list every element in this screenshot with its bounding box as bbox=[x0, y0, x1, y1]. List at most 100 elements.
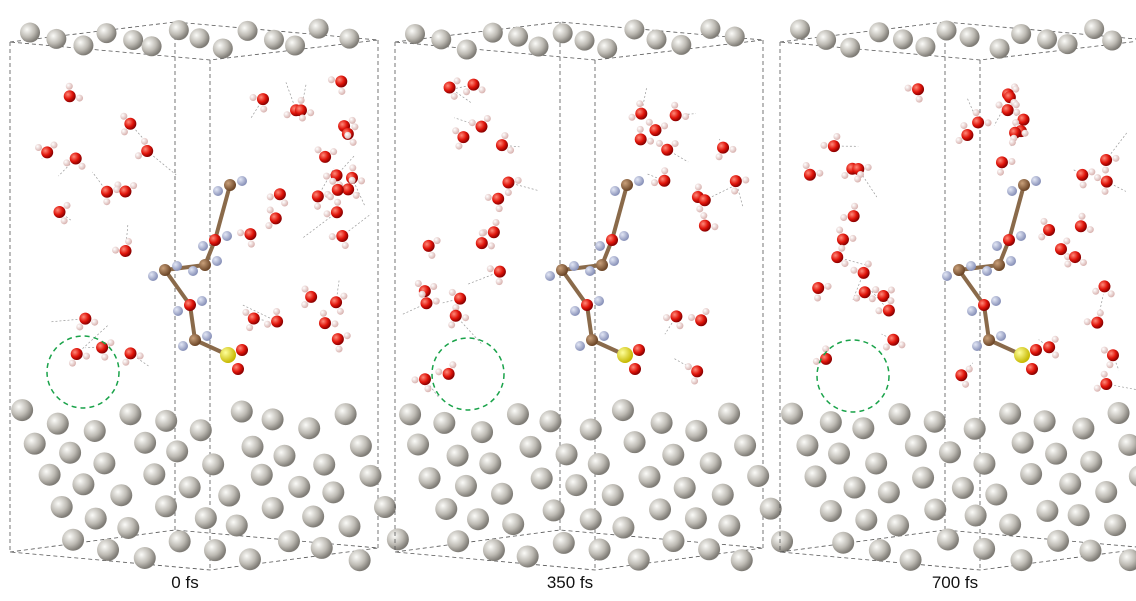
hydrogen-atom bbox=[349, 164, 356, 171]
metal-atom bbox=[1079, 540, 1101, 562]
metal-atom bbox=[502, 513, 524, 535]
metal-atom bbox=[119, 403, 141, 425]
metal-atom bbox=[110, 484, 132, 506]
metal-atom bbox=[134, 432, 156, 454]
metal-atom bbox=[964, 418, 986, 440]
metal-atom bbox=[195, 507, 217, 529]
hydrogen-atom bbox=[825, 283, 832, 290]
hydrogen-atom bbox=[237, 229, 244, 236]
metal-atom bbox=[869, 539, 891, 561]
metal-atom bbox=[796, 434, 818, 456]
hydrogen-atom bbox=[493, 219, 500, 226]
metal-atom bbox=[166, 440, 188, 462]
metal-atom bbox=[72, 473, 94, 495]
metal-atom bbox=[419, 467, 441, 489]
metal-atom bbox=[1020, 463, 1042, 485]
oxygen-atom bbox=[1002, 104, 1014, 116]
metal-atom bbox=[553, 532, 575, 554]
oxygen-atom bbox=[125, 347, 137, 359]
oxygen-atom bbox=[53, 206, 65, 218]
fluorine-atom bbox=[609, 256, 619, 266]
metal-atom bbox=[507, 403, 529, 425]
metal-atom bbox=[973, 538, 995, 560]
metal-atom bbox=[1095, 481, 1117, 503]
metal-atom bbox=[169, 530, 191, 552]
oxygen-atom bbox=[420, 297, 432, 309]
hydrogen-atom bbox=[887, 297, 894, 304]
hydrogen-atom bbox=[64, 202, 71, 209]
hydrogen-atom bbox=[973, 109, 980, 116]
hydrogen-atom bbox=[267, 193, 274, 200]
oxygen-atom bbox=[475, 121, 487, 133]
oxygen-atom bbox=[848, 210, 860, 222]
metal-atom bbox=[820, 411, 842, 433]
hydrogen-atom bbox=[141, 138, 148, 145]
metal-atom bbox=[960, 27, 980, 47]
oxygen-atom bbox=[330, 296, 342, 308]
metal-atom bbox=[123, 30, 143, 50]
hydrogen-atom bbox=[703, 308, 710, 315]
oxygen-atom bbox=[120, 245, 132, 257]
fluorine-atom bbox=[545, 271, 555, 281]
metal-atom bbox=[273, 445, 295, 467]
hydrogen-atom bbox=[463, 88, 470, 95]
hydrogen-atom bbox=[338, 88, 345, 95]
hydrogen-atom bbox=[836, 227, 843, 234]
hydrogen-atom bbox=[905, 85, 912, 92]
oxygen-atom bbox=[670, 109, 682, 121]
metal-atom bbox=[912, 467, 934, 489]
metal-atom bbox=[479, 452, 501, 474]
fluorine-atom bbox=[992, 241, 1002, 251]
hydrogen-atom bbox=[273, 308, 280, 315]
metal-atom bbox=[39, 464, 61, 486]
panel-label: 350 fs bbox=[547, 573, 593, 592]
sulfur-atom bbox=[1014, 347, 1030, 363]
hydrogen-atom bbox=[661, 167, 668, 174]
highlight-circle bbox=[47, 336, 119, 408]
fluorine-atom bbox=[1016, 231, 1026, 241]
metal-atom bbox=[937, 20, 957, 40]
metal-atom bbox=[1045, 443, 1067, 465]
oxygen-atom bbox=[450, 310, 462, 322]
hydrogen-atom bbox=[853, 295, 860, 302]
metal-atom bbox=[624, 431, 646, 453]
metal-atom bbox=[539, 410, 561, 432]
metal-atom bbox=[447, 530, 469, 552]
chain-atom bbox=[1003, 234, 1015, 246]
metal-atom bbox=[1119, 549, 1136, 571]
metal-atom bbox=[828, 443, 850, 465]
chain-atom bbox=[1018, 179, 1030, 191]
bond bbox=[165, 270, 190, 305]
metal-atom bbox=[238, 21, 258, 41]
metal-atom bbox=[760, 498, 782, 520]
metal-atom bbox=[288, 476, 310, 498]
hydrogen-atom bbox=[898, 341, 905, 348]
metal-atom bbox=[218, 485, 240, 507]
hydrogen-atom bbox=[302, 285, 309, 292]
oxygen-atom bbox=[332, 184, 344, 196]
metal-atom bbox=[662, 444, 684, 466]
hydrogen-atom bbox=[113, 186, 120, 193]
sulfur-atom bbox=[617, 347, 633, 363]
oxygen-atom bbox=[331, 206, 343, 218]
hydrogen-atom bbox=[248, 241, 255, 248]
fluorine-atom bbox=[991, 296, 1001, 306]
hydrogen-atom bbox=[265, 222, 272, 229]
hydrogen-atom bbox=[888, 286, 895, 293]
hydrogen-atom bbox=[76, 95, 83, 102]
metal-atom bbox=[649, 498, 671, 520]
oxygen-atom bbox=[244, 228, 256, 240]
hydrogen-atom bbox=[1112, 155, 1119, 162]
hydrogen-atom bbox=[430, 283, 437, 290]
oxygen-atom bbox=[319, 151, 331, 163]
fluorine-atom bbox=[619, 231, 629, 241]
hydrogen-atom bbox=[264, 321, 271, 328]
metal-atom bbox=[239, 548, 261, 570]
metal-atom bbox=[1084, 19, 1104, 39]
metal-atom bbox=[900, 549, 922, 571]
hydrogen-atom bbox=[449, 361, 456, 368]
metal-atom bbox=[1012, 432, 1034, 454]
metal-atom bbox=[816, 30, 836, 50]
hydrogen-atom bbox=[1008, 158, 1015, 165]
metal-atom bbox=[628, 549, 650, 571]
